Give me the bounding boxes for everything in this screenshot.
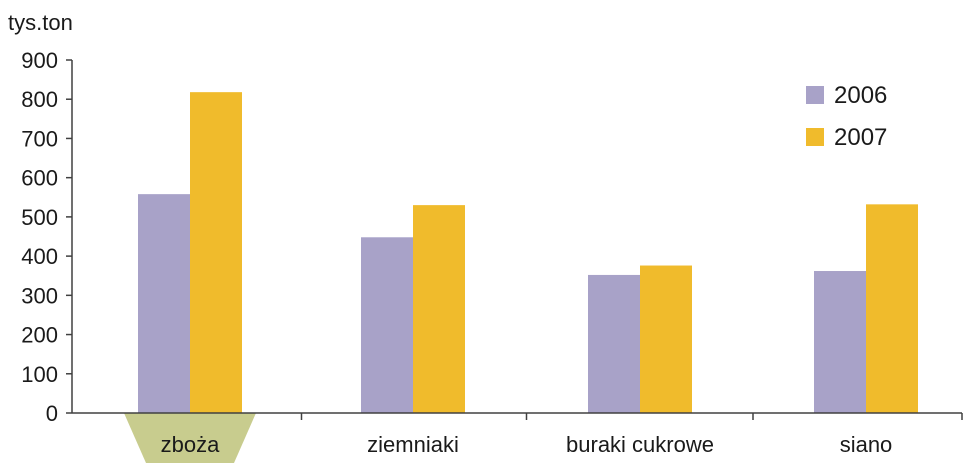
category-label: buraki cukrowe bbox=[566, 432, 714, 457]
highlight-layer bbox=[124, 413, 256, 463]
bar-2007-3 bbox=[866, 204, 918, 413]
y-tick-label: 200 bbox=[21, 323, 58, 348]
highlighted-category-marker bbox=[124, 413, 256, 463]
y-tick-label: 100 bbox=[21, 362, 58, 387]
legend: 2006 2007 bbox=[806, 82, 887, 151]
category-label: zboża bbox=[161, 432, 220, 457]
y-tick-label: 500 bbox=[21, 205, 58, 230]
bar-2007-2 bbox=[640, 265, 692, 413]
category-label: siano bbox=[840, 432, 893, 457]
y-tick-label: 300 bbox=[21, 283, 58, 308]
legend-swatch bbox=[806, 86, 824, 104]
y-axis-unit-label: tys.ton bbox=[8, 10, 73, 35]
category-label: ziemniaki bbox=[367, 432, 459, 457]
axis-layer: 0 100 200 300 400 500 600 700 800 900 zboża ziemnia… bbox=[21, 48, 963, 457]
y-tick-label: 600 bbox=[21, 166, 58, 191]
legend-label: 2006 bbox=[834, 82, 887, 109]
bar-2007-0 bbox=[190, 92, 242, 413]
legend-label: 2007 bbox=[834, 124, 887, 151]
y-tick-label: 400 bbox=[21, 244, 58, 269]
y-tick-label: 800 bbox=[21, 87, 58, 112]
legend-swatch bbox=[806, 128, 824, 146]
y-tick-label: 700 bbox=[21, 126, 58, 151]
bar-2006-1 bbox=[361, 237, 413, 413]
bars-layer bbox=[138, 92, 918, 413]
bar-2007-1 bbox=[413, 205, 465, 413]
bar-2006-3 bbox=[814, 271, 866, 413]
bar-2006-0 bbox=[138, 194, 190, 413]
bar-2006-2 bbox=[588, 274, 640, 413]
y-tick-label: 0 bbox=[46, 401, 58, 426]
y-tick-label: 900 bbox=[21, 48, 58, 73]
